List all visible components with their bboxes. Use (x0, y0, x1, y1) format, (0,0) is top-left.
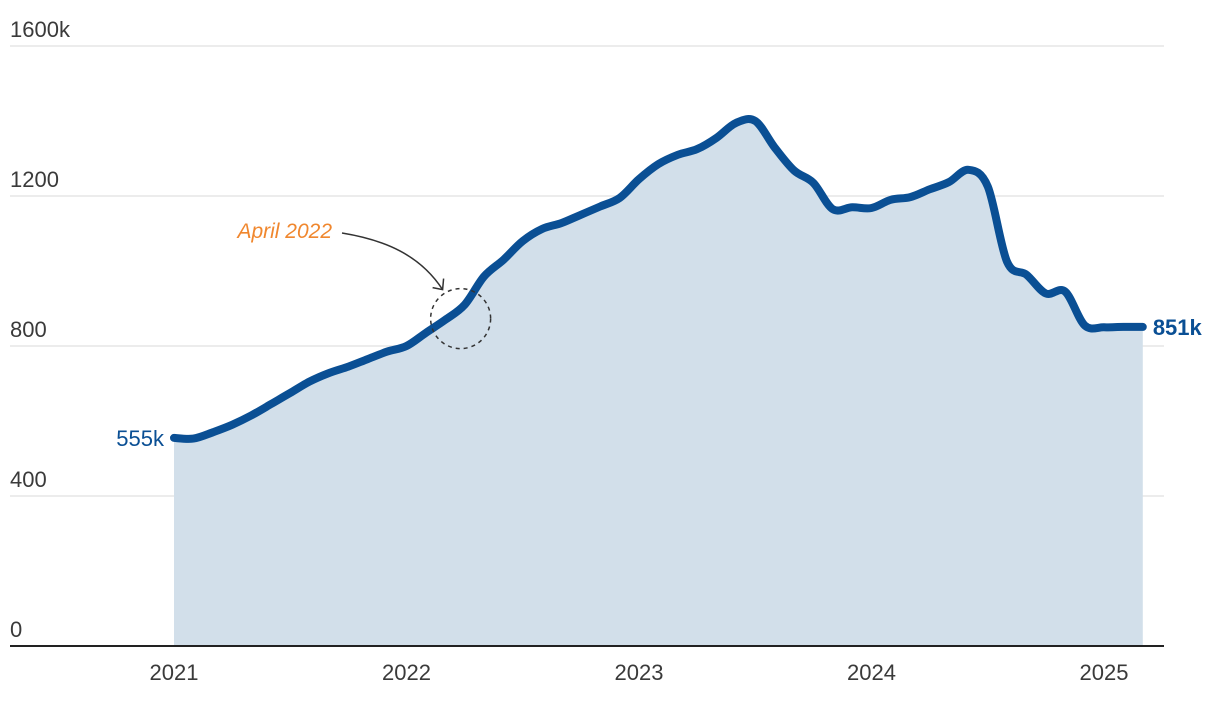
annotation-arrowhead (432, 278, 445, 291)
x-axis-ticks: 2021 2022 2023 2024 2025 (150, 660, 1129, 685)
april-2022-annotation: April 2022 (235, 220, 492, 350)
x-tick-label: 2021 (150, 660, 199, 685)
x-tick-label: 2025 (1080, 660, 1129, 685)
y-tick-label: 800 (10, 317, 47, 342)
y-tick-label: 400 (10, 467, 47, 492)
y-tick-label: 0 (10, 617, 22, 642)
series-line (170, 115, 1147, 443)
annotation-label: April 2022 (235, 220, 332, 243)
area-fill (174, 119, 1143, 647)
end-value-label: 851k (1153, 315, 1203, 340)
y-axis-ticks: 0 400 800 1200 1600k (10, 17, 71, 642)
annotation-circle (429, 287, 492, 350)
x-tick-label: 2023 (615, 660, 664, 685)
y-tick-label: 1600k (10, 17, 71, 42)
start-value-label: 555k (116, 426, 165, 451)
annotation-arrow (341, 232, 444, 291)
y-tick-label: 1200 (10, 167, 59, 192)
x-tick-label: 2022 (382, 660, 431, 685)
x-tick-label: 2024 (847, 660, 896, 685)
